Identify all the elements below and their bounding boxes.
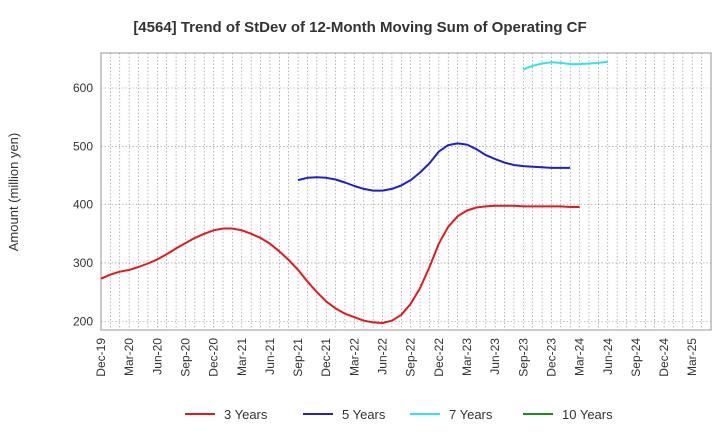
x-tick-label: Mar-23 bbox=[460, 338, 474, 376]
x-tick-label: Mar-24 bbox=[573, 338, 587, 376]
x-tick-label: Jun-22 bbox=[376, 338, 390, 375]
x-tick-label: Dec-21 bbox=[319, 338, 333, 377]
gridlines bbox=[100, 53, 712, 330]
x-tick-label: Jun-24 bbox=[601, 338, 615, 375]
y-tick-label: 300 bbox=[73, 256, 93, 270]
x-tick-label: Mar-25 bbox=[685, 338, 699, 376]
legend: 3 Years 5 Years 7 Years 10 Years bbox=[185, 407, 613, 422]
x-tick-label: Dec-23 bbox=[544, 338, 558, 377]
series-line bbox=[297, 142, 571, 192]
x-tick-label: Sep-24 bbox=[629, 338, 643, 377]
x-tick-label: Mar-22 bbox=[347, 338, 361, 376]
series-line bbox=[100, 204, 580, 324]
x-tick-label: Jun-20 bbox=[150, 338, 164, 375]
x-tick-label: Sep-22 bbox=[404, 338, 418, 377]
x-tick-label: Sep-20 bbox=[178, 338, 192, 377]
x-tick-label: Mar-20 bbox=[122, 338, 136, 376]
x-tick-label: Sep-23 bbox=[516, 338, 530, 377]
x-tick-label: Dec-19 bbox=[94, 338, 108, 377]
series-line bbox=[522, 60, 608, 71]
x-tick-label: Dec-24 bbox=[657, 338, 671, 377]
x-tick-label: Dec-20 bbox=[207, 338, 221, 377]
legend-label: 10 Years bbox=[562, 407, 613, 422]
chart-title: [4564] Trend of StDev of 12-Month Moving… bbox=[133, 19, 586, 36]
x-tick-label: Dec-22 bbox=[432, 338, 446, 377]
y-tick-label: 500 bbox=[73, 139, 93, 153]
y-tick-label: 200 bbox=[73, 314, 93, 328]
legend-label: 7 Years bbox=[449, 407, 493, 422]
x-tick-label: Jun-21 bbox=[263, 338, 277, 375]
legend-label: 3 Years bbox=[224, 407, 268, 422]
y-tick-label: 400 bbox=[73, 198, 93, 212]
y-axis-label: Amount (million yen) bbox=[6, 133, 21, 252]
legend-label: 5 Years bbox=[342, 407, 386, 422]
x-tick-label: Sep-21 bbox=[291, 338, 305, 377]
x-axis: Dec-19 Mar-20 Jun-20 Sep-20 Dec-20 Mar-21 Jun-… bbox=[94, 338, 699, 377]
x-tick-label: Mar-21 bbox=[235, 338, 249, 376]
plot-area bbox=[100, 52, 712, 331]
y-tick-label: 600 bbox=[73, 81, 93, 95]
x-tick-label: Jun-23 bbox=[488, 338, 502, 375]
y-axis: 200 300 400 500 600 bbox=[73, 81, 93, 328]
series-lines bbox=[100, 60, 608, 324]
